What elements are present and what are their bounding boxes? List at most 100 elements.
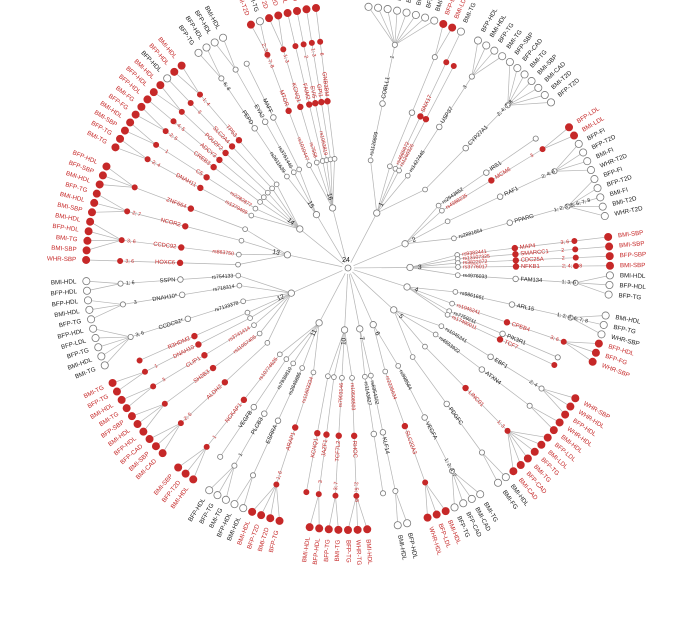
chr14-gene-adcy3-leaf-node-0 — [143, 95, 152, 104]
chr11-gene-plcb3-leaf-edge-1 — [217, 465, 235, 496]
chr7-node — [356, 325, 364, 333]
chr3-gene-cdc25a-count-node — [572, 254, 579, 261]
chr11-gene-arap1-leaf-label-0: BFP-TG — [268, 529, 281, 553]
chr10-gene-tcf7l2-leaf-node-0 — [334, 525, 343, 534]
chr12-gene-sh2b3-leaf-node-0 — [139, 427, 148, 436]
chr12-gene-sh2b3-gene-label: SH2B3 — [193, 369, 211, 385]
chr12-gene-clip1-leaf-edge-1 — [121, 386, 154, 401]
chr10-spoke-3 — [327, 329, 345, 377]
chr6-gene-vegfa-leaf-edge-1 — [451, 470, 473, 500]
chr12-gene-ccdc92-count-node — [127, 333, 134, 340]
chr1-label: 1 — [378, 201, 386, 208]
chr1-gene-usp37-gene-node — [436, 123, 443, 131]
chr1-gene-cobll1-leaf-node-7 — [430, 16, 439, 25]
chr2-gene-raf1-leaf-edge-3 — [554, 169, 592, 172]
chr12-spoke-5 — [243, 292, 292, 302]
chr14-gene-creb3-snp-node — [257, 199, 263, 205]
chr16-gene-mtor-leaf-label-0: BMI-T2D — [235, 0, 251, 17]
chr4-gene-tcf7-gene-label: TCF7 — [503, 339, 519, 351]
chr12-gene-ccdc92-gene-node — [184, 315, 192, 323]
chr16-gene-gpi1-count-label: 1; 3 — [309, 48, 316, 58]
chr5-root-edge — [352, 271, 394, 311]
chr5-gene-ebf1-leaf-edge-0 — [541, 388, 576, 399]
chr1-gene-n1-gene-node — [408, 109, 416, 116]
chr6-label: 6 — [373, 331, 381, 338]
chr2-gene-raf1-leaf-edge-0 — [554, 143, 580, 172]
chr2-gene-pparg-leaf-node-0 — [590, 175, 599, 184]
chr14-spoke-1 — [255, 208, 300, 230]
chr14-gene-adcy3-gene-node — [216, 156, 223, 164]
chr12-gene-ccdc92-leaf-node-1 — [97, 352, 106, 361]
chr11-gene-nckap1-leaf-edge-0 — [192, 446, 208, 480]
chr11-gene-arap1-leaf-node-0 — [275, 516, 284, 525]
chr1-gene-snx17-gene-label: SNX17 — [420, 94, 433, 113]
chr16-gene-gnb3bm-leaf-node-0 — [312, 3, 321, 12]
chr10-gene-rhoc-gene-label: RHOC — [351, 441, 358, 458]
chr16-gene-mtor-leaf-edge-1 — [259, 21, 268, 55]
chr14-gene-pou2f2-gene-node — [222, 149, 229, 157]
chr11-gene-esrra-leaf-node-1 — [230, 500, 239, 509]
chr12-gene-dnah10-leaf-label-2: BFP-HDL — [51, 298, 79, 308]
chr3-gene-nfkb1-leaf-label-0: BMI-SBP — [620, 262, 646, 269]
chr4-gene-cpeb4-gene-label: CPEB4 — [511, 322, 532, 334]
chr16-gene-mtor-leaf-node-0 — [246, 20, 255, 29]
chr14-gene-dnah11-leaf-node-1 — [116, 134, 125, 143]
chr16-gene-kcnq1-leaf-label-1: BFP-T2D — [265, 0, 279, 7]
chr14-gene-slc2a4-leaf-node-0 — [163, 74, 172, 83]
chr12-gene-ccdc92-leaf-edge-1 — [101, 336, 131, 357]
chr6-root-edge — [350, 273, 374, 325]
chr3-gene-fam134-leaf-edge-2 — [575, 282, 609, 295]
chr14-spoke-5 — [271, 188, 301, 230]
chr10-gene-kcnq1-snp-node — [325, 373, 331, 379]
chr5-label: 5 — [397, 313, 405, 321]
chr16-gene-gnb3bm-count-node — [317, 38, 324, 45]
chr5-gene-atxn4-leaf-edge-0 — [529, 405, 560, 423]
chr10-gene-rhoc-leaf-label-2: BFP-TG — [344, 540, 351, 563]
chr14-gene-pou2f2-leaf-node-1 — [156, 81, 165, 90]
chr15-gene-eya2-leaf-edge-0 — [214, 42, 236, 70]
chr14-gene-adcy3-count-label: 2; 4; 5 — [171, 119, 186, 133]
chr4-gene-arl15-leaf-edge-1 — [570, 317, 604, 326]
chr5-gene-pdgfc-snp-node — [409, 354, 416, 360]
chr1-spoke-4 — [376, 175, 409, 214]
chr3-gene-nfkb1-gene-label: NFKB1 — [521, 264, 540, 270]
chr1-gene-cobll1-gene-node — [379, 100, 386, 107]
chr12-gene-sh2b3-leaf-edge-1 — [137, 403, 166, 425]
chr14-gene-c5-leaf-edge-1 — [129, 122, 157, 146]
chr10-gene-rhoc-count-node — [353, 492, 360, 499]
chr12-gene-sh2b3-count-node — [161, 400, 168, 407]
chr10-gene-tcf7l2-leaf-label-0: BMI-TG — [334, 539, 342, 561]
chr2-gene-raf1-gene-label: RAF1 — [504, 186, 520, 198]
chr2-gene-mcm6-leaf-node-1 — [570, 131, 579, 140]
chr12-gene-aldh2-leaf-node-1 — [151, 442, 160, 451]
chr14-gene-c5-leaf-edge-0 — [124, 130, 157, 146]
chr5-gene-atxn4-leaf-node-1 — [549, 426, 558, 435]
chr1-gene-cobll1-count-label: 1 — [389, 55, 395, 59]
chr10-gene-kcnq1-count-node — [303, 489, 310, 496]
chr10-spoke-1 — [341, 329, 345, 378]
chr3-spoke-0 — [409, 254, 458, 268]
chr1-gene-cobll1-leaf-edge-6 — [394, 17, 426, 46]
chr14-gene-creb3-gene-node — [210, 163, 217, 171]
chr12-gene-dnah10-gene-node — [195, 341, 202, 348]
chr15-gene-pepd-leaf-edge-1 — [206, 47, 222, 79]
chr4-gene-arl15-leaf-node-0 — [601, 311, 610, 320]
chr3-gene-nfkb1-snp-node — [455, 264, 461, 270]
chr14-gene-pou2f2-leaf-edge-1 — [160, 84, 183, 113]
chr4-gene-cpeb4-leaf-node-1 — [591, 348, 600, 357]
chr4-gene-tcf7-count-node — [551, 362, 558, 369]
chr10-spoke-2 — [333, 329, 345, 378]
chr11-gene-plcb3-gene-node — [261, 410, 268, 417]
chr5-gene-pdgfc-leaf-edge-1 — [481, 452, 499, 483]
chr1-gene-cyp27a1-leaf-node-6 — [546, 98, 555, 107]
chr1-gene-cobll1-leaf-node-6 — [421, 13, 430, 22]
chr4-gene-cpeb4-count-label: 3; 6 — [549, 335, 559, 344]
chr14-node — [296, 225, 304, 233]
chr14-gene-dnah11-gene-node — [197, 184, 204, 192]
chr6-gene-slc22a3-leaf-edge-2 — [424, 482, 428, 518]
chr2-gene-raf1-count-node — [551, 168, 558, 175]
chr13-gene-hoxc6-count-node — [117, 258, 124, 265]
chr4-gene-arl15-count-node — [567, 314, 574, 321]
chr16-gene-mtor-snp-node — [306, 162, 312, 168]
chr10-gene-jazf1-leaf-node-0 — [315, 524, 324, 533]
